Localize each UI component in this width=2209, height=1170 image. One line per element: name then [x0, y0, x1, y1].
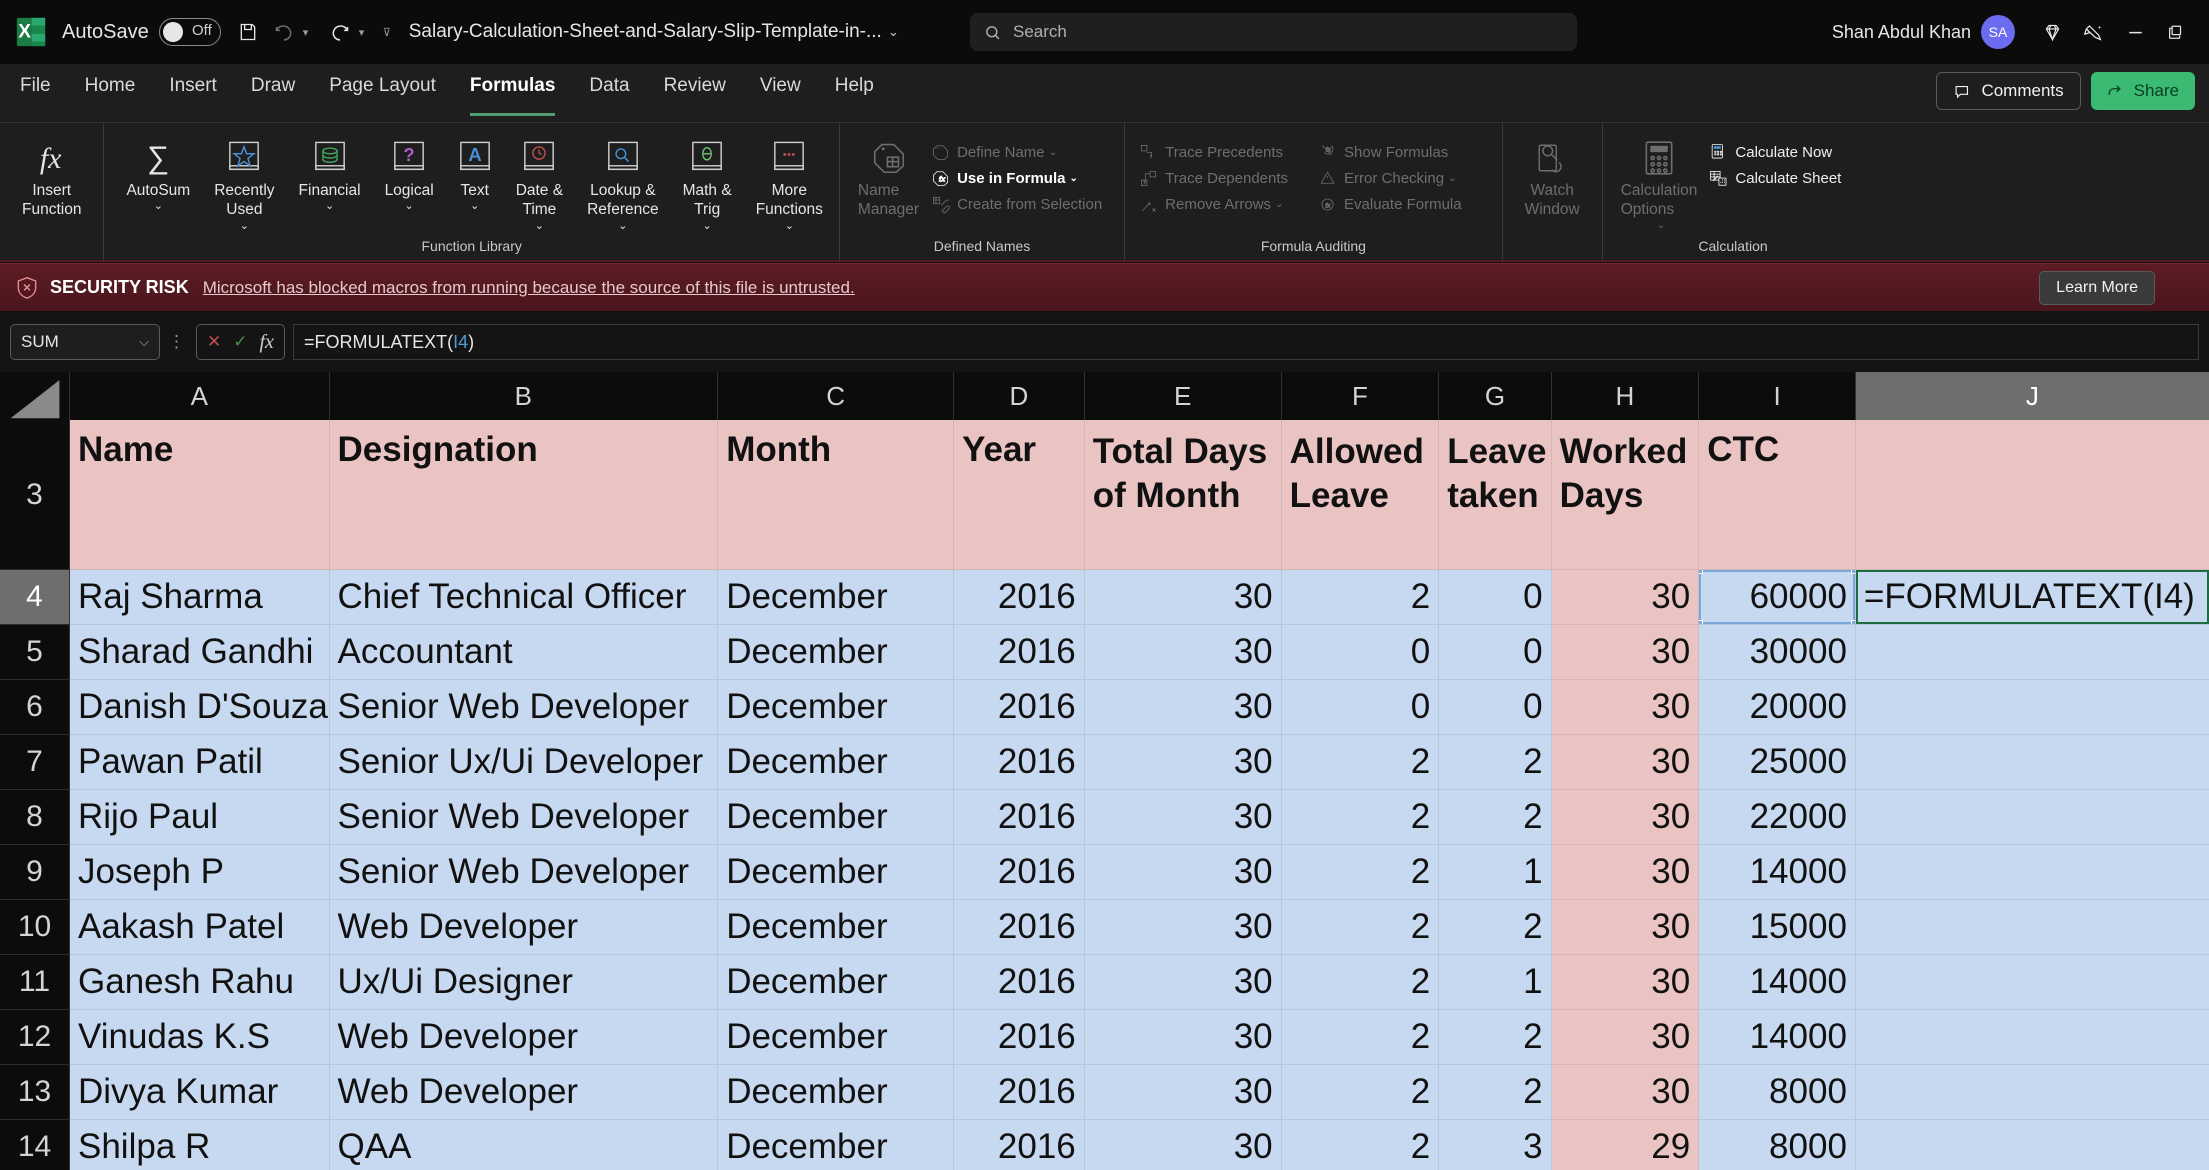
svg-text:fx: fx	[1325, 202, 1331, 209]
svg-text:fx: fx	[939, 175, 946, 183]
svg-text:?: ?	[404, 144, 415, 165]
svg-text:∑: ∑	[147, 141, 169, 175]
svg-text:A: A	[468, 144, 481, 165]
svg-text:X: X	[18, 22, 31, 43]
svg-text:fx: fx	[1326, 146, 1332, 153]
svg-text:fx: fx	[40, 142, 61, 175]
